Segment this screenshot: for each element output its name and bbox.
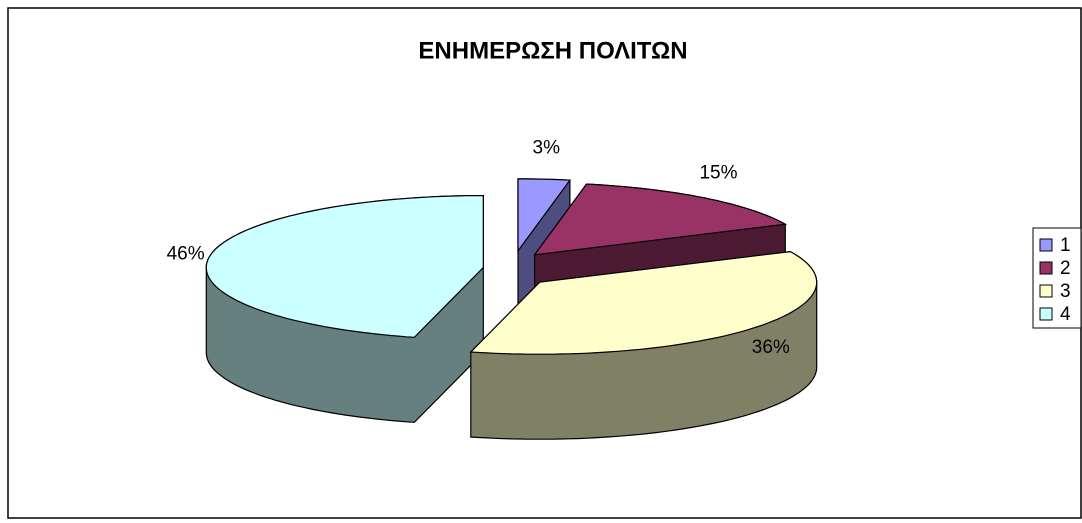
legend-swatch	[1039, 307, 1053, 321]
slice	[205, 195, 484, 338]
chart-title: ΕΝΗΜΕΡΩΣΗ ΠΟΛΙΤΩΝ	[418, 37, 687, 64]
legend-swatch	[1039, 238, 1053, 252]
legend-label: 4	[1060, 304, 1071, 325]
legend-label: 3	[1060, 281, 1071, 302]
legend-swatch	[1039, 284, 1053, 298]
data-label: 46%	[167, 244, 205, 265]
data-label: 3%	[533, 138, 561, 159]
data-label: 15%	[699, 163, 737, 184]
data-label: 36%	[752, 337, 790, 358]
slice	[533, 183, 788, 256]
slice	[517, 178, 572, 253]
slice	[469, 250, 818, 355]
legend-label: 1	[1060, 235, 1071, 256]
legend-swatch	[1039, 261, 1053, 275]
legend-label: 2	[1060, 258, 1071, 279]
